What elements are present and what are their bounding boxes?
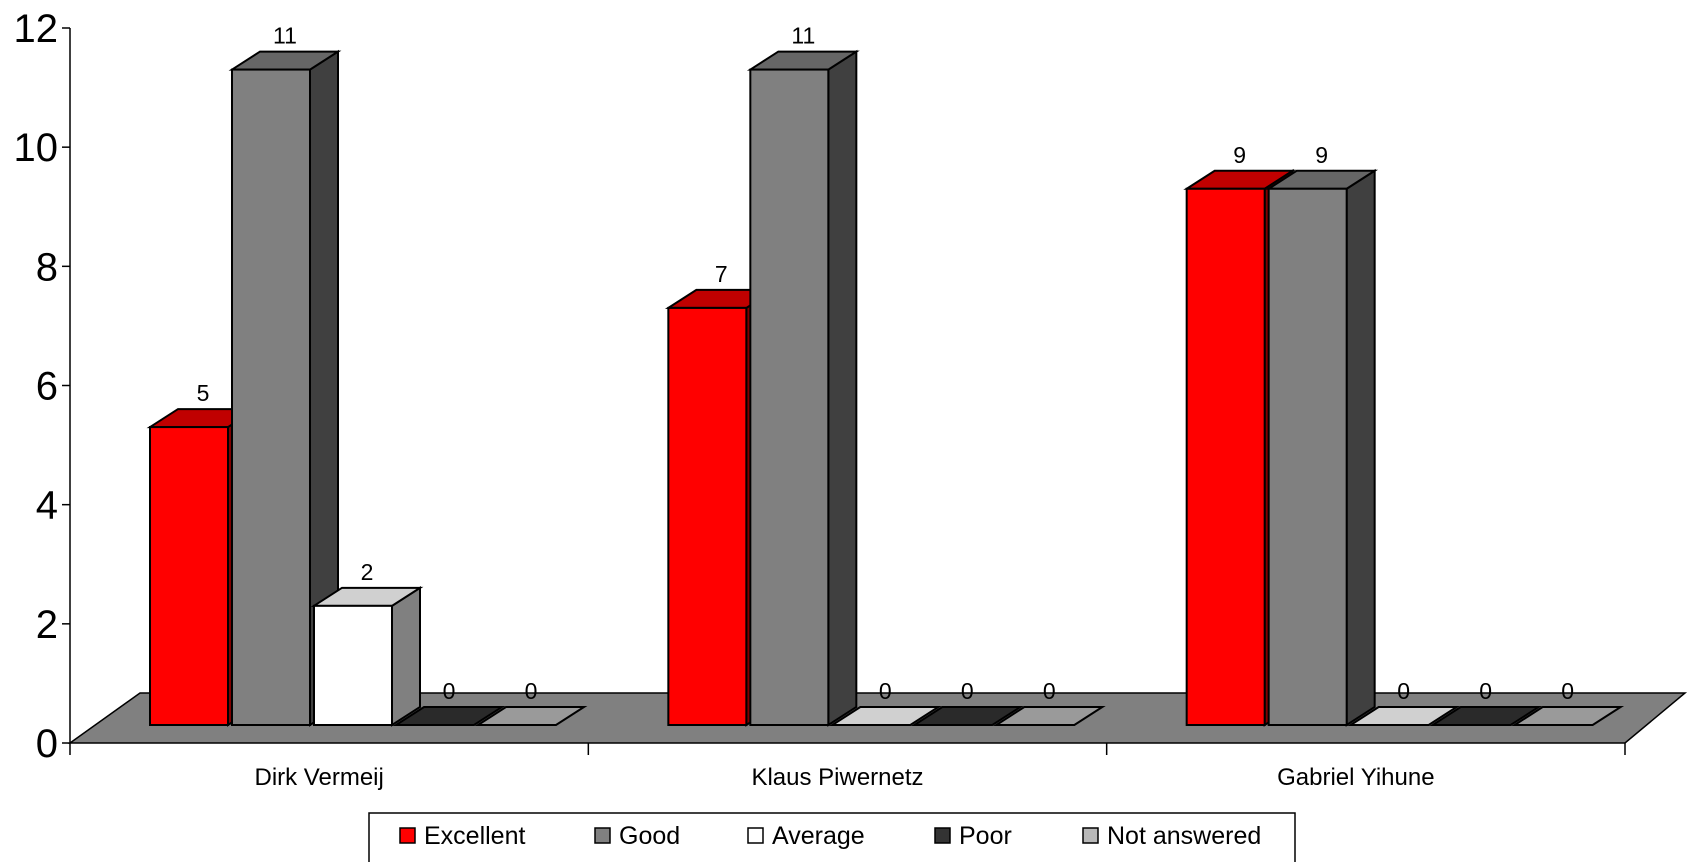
category-label: Klaus Piwernetz: [751, 764, 923, 791]
y-tick-label: 6: [36, 365, 58, 409]
category-label: Gabriel Yihune: [1277, 764, 1434, 791]
data-label: 7: [715, 261, 728, 287]
data-label: 0: [1397, 678, 1410, 704]
bars: 5 11 2 0 0 7 11 0 0 0 9 9 0 0 0: [146, 23, 1625, 727]
y-tick-label: 2: [36, 603, 58, 647]
y-axis: 0 2 4 6 8 10 12: [14, 7, 71, 766]
bar-top-face: [1429, 706, 1543, 726]
legend-label: Not answered: [1107, 822, 1261, 850]
data-label: 0: [961, 678, 974, 704]
data-label: 9: [1315, 142, 1328, 168]
bar-good: 11: [228, 23, 342, 727]
bar-front-face: [749, 68, 830, 727]
legend-swatch: [399, 827, 416, 844]
data-label: 11: [791, 23, 815, 49]
bar-front-face: [313, 604, 393, 726]
y-tick-label: 10: [14, 126, 59, 170]
legend-label: Excellent: [424, 822, 525, 850]
bar-side-face: [1345, 168, 1376, 727]
bar-poor: 0: [392, 678, 506, 726]
bar-average: 2: [310, 559, 424, 727]
legend-label: Average: [772, 822, 865, 850]
y-tick-label: 4: [36, 484, 58, 528]
bar-not-answered: 0: [1511, 678, 1625, 726]
data-label: 5: [197, 380, 210, 406]
legend-swatch: [1082, 827, 1099, 844]
bar-top-face: [392, 706, 506, 726]
y-tick-label: 12: [14, 7, 59, 51]
bar-top-face: [1347, 706, 1461, 726]
bar-not-answered: 0: [474, 678, 588, 726]
bar-top-face: [910, 706, 1024, 726]
y-tick-label: 0: [36, 722, 58, 766]
data-label: 2: [361, 559, 374, 585]
bar-side-face: [827, 49, 858, 727]
bar-average: 0: [1347, 678, 1461, 726]
legend-swatch: [747, 827, 764, 844]
bar-front-face: [231, 68, 311, 727]
bar-poor: 0: [910, 678, 1024, 726]
data-label: 0: [1479, 678, 1492, 704]
legend-label: Poor: [959, 822, 1012, 850]
category-label: Dirk Vermeij: [254, 764, 383, 791]
data-label: 0: [443, 678, 456, 704]
y-tick-label: 8: [36, 245, 58, 289]
bar-front-face: [1185, 187, 1266, 726]
data-label: 11: [273, 23, 297, 49]
category-labels: Dirk Vermeij Klaus Piwernetz Gabriel Yihun…: [254, 764, 1434, 791]
legend: Excellent Good Average Poor Not answered: [368, 812, 1296, 862]
bar-average: 0: [828, 678, 942, 726]
legend-swatch: [594, 827, 611, 844]
bar-good: 9: [1265, 142, 1379, 727]
bar-not-answered: 0: [992, 678, 1106, 726]
bar-front-face: [149, 426, 229, 726]
bar-top-face: [1511, 706, 1625, 726]
data-label: 9: [1233, 142, 1246, 168]
bar-top-face: [992, 706, 1106, 726]
bar-good: 11: [746, 23, 860, 727]
bar-side-face: [391, 586, 421, 727]
data-label: 0: [525, 678, 538, 704]
data-label: 0: [879, 678, 892, 704]
legend-swatch: [934, 827, 951, 844]
legend-label: Good: [619, 822, 680, 850]
legend-box: [368, 812, 1296, 862]
data-label: 0: [1561, 678, 1574, 704]
bar-top-face: [474, 706, 588, 726]
bar-poor: 0: [1429, 678, 1543, 726]
bar-front-face: [1267, 187, 1348, 726]
data-label: 0: [1043, 678, 1056, 704]
bar-front-face: [667, 306, 748, 726]
bar-top-face: [828, 706, 942, 726]
